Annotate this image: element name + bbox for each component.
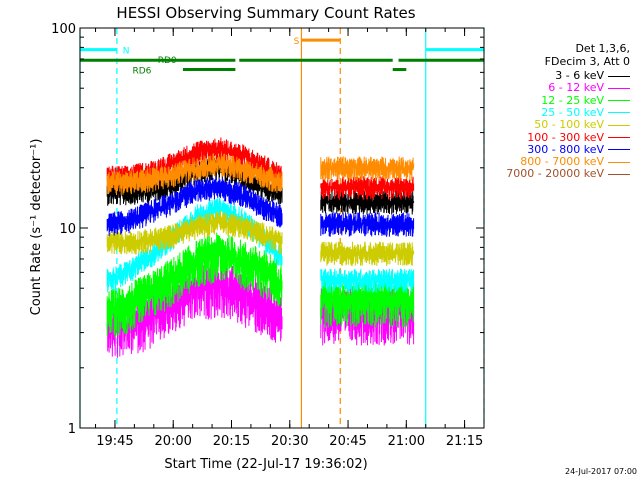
y-axis-label: Count Rate (s⁻¹ detector⁻¹) (29, 139, 44, 316)
legend-entry: 800 - 7000 keV (520, 156, 630, 168)
x-axis-ticks: 19:45 20:00 20:15 20:30 20:45 21:00 21:15 (95, 28, 485, 449)
x-tick-label: 20:45 (329, 434, 366, 449)
legend-entry-label: 100 - 300 keV (527, 130, 604, 144)
legend-entry: 7000 - 20000 keV (506, 168, 630, 180)
series-300-800-keV-trace (106, 176, 415, 237)
chart-title: HESSI Observing Summary Count Rates (116, 4, 415, 22)
series-12-25-keV-trace (106, 232, 415, 338)
legend-swatch (608, 161, 630, 163)
series-group (106, 137, 415, 358)
legend-swatch (608, 75, 630, 77)
mode-vertical-lines (79, 28, 485, 428)
legend-entry: 6 - 12 keV (548, 82, 630, 94)
x-tick-label: 20:30 (271, 434, 308, 449)
legend-swatch (608, 137, 630, 138)
series-trace-segment (106, 176, 283, 237)
x-tick-label: 19:45 (96, 434, 133, 449)
legend-entry-label: 7000 - 20000 keV (506, 167, 604, 181)
plot-frame (79, 27, 485, 429)
legend-header-2: FDecim 3, Att 0 (544, 55, 630, 68)
series-trace-segment (320, 212, 415, 237)
x-axis-label: Start Time (22-Jul-17 19:36:02) (164, 457, 367, 472)
legend-entry-label: 12 - 25 keV (541, 93, 604, 107)
legend-header-1: Det 1,3,6, (575, 42, 630, 55)
legend-swatch (608, 124, 630, 126)
legend-swatch (608, 100, 630, 102)
series-800-7000-keV-trace (106, 153, 415, 196)
series-trace-segment (320, 241, 415, 267)
y-tick-label: 10 (59, 222, 76, 237)
flag-label-RD6: RD6 (132, 67, 151, 77)
legend-entry: 100 - 300 keV (527, 130, 630, 144)
flag-label-RD0: RD0 (158, 56, 177, 66)
series-trace-segment (106, 153, 283, 196)
legend-swatch (608, 149, 630, 151)
legend-entry: 300 - 800 keV (527, 142, 630, 156)
x-tick-label: 20:15 (213, 434, 250, 449)
series-trace-segment (106, 232, 283, 338)
flag-label-N: N (123, 47, 130, 57)
legend-entry-label: 25 - 50 keV (541, 105, 604, 119)
legend-entry: 12 - 25 keV (541, 93, 630, 107)
legend-swatch (608, 173, 630, 175)
series-trace-segment (320, 277, 415, 328)
series-trace-segment (106, 261, 283, 358)
date-stamp: 24-Jul-2017 07:00 (564, 467, 637, 476)
x-tick-label: 20:00 (154, 434, 191, 449)
flag-bars: N S RD0 RD6 (80, 37, 484, 77)
legend-entry-label: 3 - 6 keV (555, 69, 604, 82)
series-trace-segment (106, 210, 283, 255)
series-trace-segment (320, 268, 415, 293)
y-tick-label: 1 (68, 422, 76, 437)
series-trace-segment (320, 156, 415, 181)
legend-entry: 50 - 100 keV (534, 119, 630, 131)
legend-swatch (608, 112, 630, 114)
series-trace-segment (320, 175, 415, 201)
y-tick-label: 100 (51, 22, 76, 37)
x-tick-label: 21:00 (388, 434, 425, 449)
legend-entry-label: 6 - 12 keV (548, 81, 604, 95)
legend-swatch (608, 87, 630, 89)
x-tick-label: 21:15 (446, 434, 483, 449)
flag-label-S: S (294, 37, 300, 47)
series-trace-segment (320, 190, 415, 215)
legend-entry-label: 800 - 7000 keV (520, 155, 604, 169)
legend-entry-label: 300 - 800 keV (527, 142, 604, 156)
series-50-100-keV-trace (106, 210, 415, 267)
legend-entry: 3 - 6 keV (555, 70, 630, 82)
y-axis-ticks: 1 10 100 (51, 22, 484, 437)
legend-entry: 25 - 50 keV (541, 105, 630, 119)
legend-entry-label: 50 - 100 keV (534, 118, 604, 132)
